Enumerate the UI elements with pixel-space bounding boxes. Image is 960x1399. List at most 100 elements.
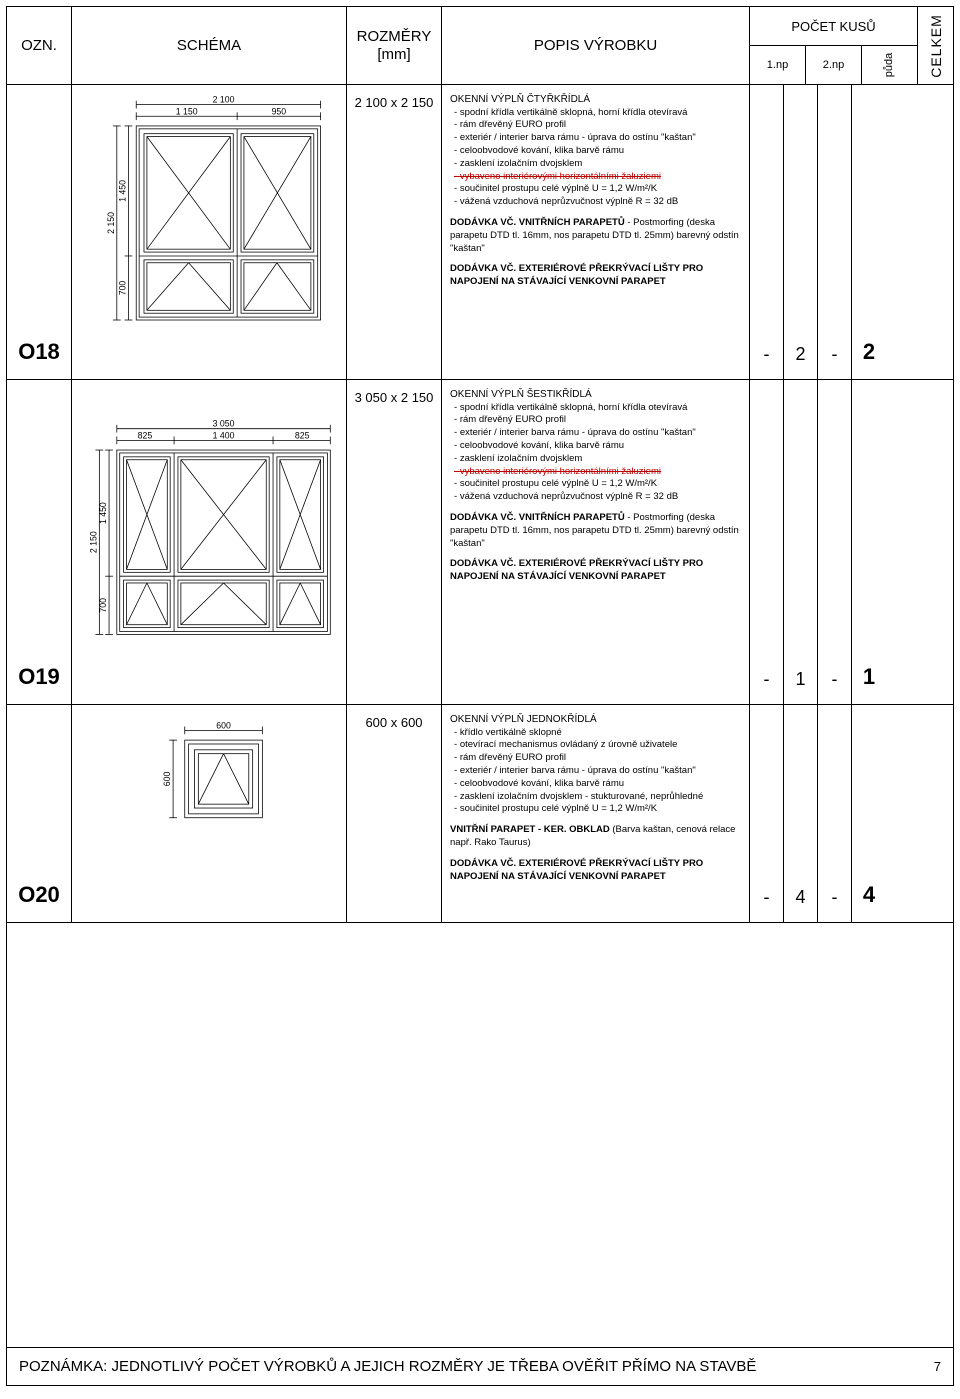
popis-extra1: DODÁVKA VČ. VNITŘNÍCH PARAPETŮ - Postmor… [450,217,741,255]
ozn-cell: O20 [7,705,72,922]
header-celkem-text: CELKEM [928,14,944,78]
svg-text:1 400: 1 400 [213,430,235,440]
svg-text:2 150: 2 150 [106,212,116,234]
popis-item: zasklení izolačním dvojsklem [454,158,741,171]
popis-item: exteriér / interier barva rámu - úprava … [454,132,741,145]
svg-text:3 050: 3 050 [213,419,235,429]
page-number: 7 [934,1359,941,1374]
header-ozn: OZN. [7,7,72,84]
count-col: 4 [784,705,818,922]
svg-text:600: 600 [216,720,231,730]
product-row: O18 2 100 1 150 950 [7,85,953,380]
popis-title: OKENNÍ VÝPLŇ ŠESTIKŘÍDLÁ [450,388,741,402]
footer-note: POZNÁMKA: JEDNOTLIVÝ POČET VÝROBKŮ A JEJ… [19,1358,756,1375]
header-rozmery: ROZMĚRY [mm] [347,7,442,84]
header-1np: 1.np [750,46,806,84]
svg-text:700: 700 [118,281,128,296]
header-schema: SCHÉMA [72,7,347,84]
schema-6pane: 3 050 825 1 400 825 [78,386,340,677]
popis-extra1: DODÁVKA VČ. VNITŘNÍCH PARAPETŮ - Postmor… [450,512,741,550]
popis-item: vážená vzduchová neprůzvučnost výplně R … [454,196,741,209]
popis-extra2: DODÁVKA VČ. EXTERIÉROVÉ PŘEKRÝVACÍ LIŠTY… [450,263,741,289]
popis-item: součinitel prostupu celé výplně U = 1,2 … [454,803,741,816]
schema-cell: 600 600 [72,705,347,922]
popis-item: součinitel prostupu celé výplně U = 1,2 … [454,183,741,196]
svg-text:2 150: 2 150 [88,531,98,553]
schema-cell: 3 050 825 1 400 825 [72,380,347,704]
footer: POZNÁMKA: JEDNOTLIVÝ POČET VÝROBKŮ A JEJ… [7,1347,953,1385]
popis-cell: OKENNÍ VÝPLŇ ŠESTIKŘÍDLÁspodní křídla ve… [442,380,750,704]
header-kusy-sub: 1.np 2.np půda [750,46,917,84]
header-puda-text: půda [883,53,895,77]
popis-item: rám dřevěný EURO profil [454,414,741,427]
popis-extra1: VNITŘNÍ PARAPET - KER. OBKLAD (Barva kaš… [450,824,741,850]
popis-extra2: DODÁVKA VČ. EXTERIÉROVÉ PŘEKRÝVACÍ LIŠTY… [450,858,741,884]
count-col: - [818,85,852,379]
popis-item: rám dřevěný EURO profil [454,752,741,765]
rozmery-cell: 2 100 x 2 150 [347,85,442,379]
header-popis: POPIS VÝROBKU [442,7,750,84]
header-2np: 2.np [806,46,862,84]
svg-text:600: 600 [162,771,172,786]
svg-text:950: 950 [272,106,287,116]
popis-title: OKENNÍ VÝPLŇ ČTYŘKŘÍDLÁ [450,93,741,107]
count-col: - [818,705,852,922]
popis-item: spodní křídla vertikálně sklopná, horní … [454,402,741,415]
popis-item: zasklení izolačním dvojsklem [454,453,741,466]
schema-4pane: 2 100 1 150 950 [78,91,340,363]
header-right: POČET KUSŮ 1.np 2.np půda CELKEM [750,7,953,84]
header-kusy: POČET KUSŮ 1.np 2.np půda [750,7,918,84]
body-rows: O18 2 100 1 150 950 [7,85,953,1347]
header-puda: půda [862,46,917,84]
header-celkem: CELKEM [918,7,953,84]
count-total: 4 [852,705,886,922]
counts-group: -2-2 [750,85,953,379]
counts-group: -4-4 [750,705,953,922]
count-col: 1 [784,380,818,704]
header-rozmery-label: ROZMĚRY [357,28,432,46]
popis-list: spodní křídla vertikálně sklopná, horní … [450,402,741,505]
header-rozmery-unit: [mm] [377,46,410,64]
popis-extra2: DODÁVKA VČ. EXTERIÉROVÉ PŘEKRÝVACÍ LIŠTY… [450,558,741,584]
rozmery-cell: 600 x 600 [347,705,442,922]
popis-list: spodní křídla vertikálně sklopná, horní … [450,107,741,210]
header-kusy-label: POČET KUSŮ [750,7,917,46]
svg-text:825: 825 [295,430,310,440]
popis-item: celoobvodové kování, klika barvě rámu [454,145,741,158]
count-col: - [818,380,852,704]
count-col: - [750,380,784,704]
product-row: O20 600 600 600 x 600OKENNÍ VÝPLŇ JEDNOK… [7,705,953,923]
page: OZN. SCHÉMA ROZMĚRY [mm] POPIS VÝROBKU P… [6,6,954,1386]
popis-item: exteriér / interier barva rámu - úprava … [454,765,741,778]
popis-item: exteriér / interier barva rámu - úprava … [454,427,741,440]
count-col: - [750,705,784,922]
popis-item: otevírací mechanismus ovládaný z úrovně … [454,739,741,752]
popis-item: vybaveno interiérovými horizontálními ža… [454,171,741,184]
svg-text:1 450: 1 450 [98,502,108,524]
count-total: 2 [852,85,886,379]
popis-item: spodní křídla vertikálně sklopná, horní … [454,107,741,120]
ozn-cell: O19 [7,380,72,704]
popis-item: křídlo vertikálně sklopné [454,727,741,740]
schema-cell: 2 100 1 150 950 [72,85,347,379]
popis-item: zasklení izolačním dvojsklem - stukturov… [454,791,741,804]
popis-item: celoobvodové kování, klika barvě rámu [454,778,741,791]
count-col: - [750,85,784,379]
popis-item: vybaveno interiérovými horizontálními ža… [454,466,741,479]
popis-cell: OKENNÍ VÝPLŇ JEDNOKŘÍDLÁkřídlo vertikáln… [442,705,750,922]
svg-text:825: 825 [138,430,153,440]
spacer-row [7,923,953,1347]
svg-text:1 450: 1 450 [118,180,128,202]
schema-1pane: 600 600 [78,711,340,866]
popis-item: rám dřevěný EURO profil [454,119,741,132]
product-row: O19 3 050 825 1 400 825 [7,380,953,705]
svg-text:2 100: 2 100 [213,95,235,105]
counts-group: -1-1 [750,380,953,704]
ozn-cell: O18 [7,85,72,379]
count-col: 2 [784,85,818,379]
popis-item: celoobvodové kování, klika barvě rámu [454,440,741,453]
popis-title: OKENNÍ VÝPLŇ JEDNOKŘÍDLÁ [450,713,741,727]
svg-text:1 150: 1 150 [176,106,198,116]
table-header: OZN. SCHÉMA ROZMĚRY [mm] POPIS VÝROBKU P… [7,7,953,85]
rozmery-cell: 3 050 x 2 150 [347,380,442,704]
